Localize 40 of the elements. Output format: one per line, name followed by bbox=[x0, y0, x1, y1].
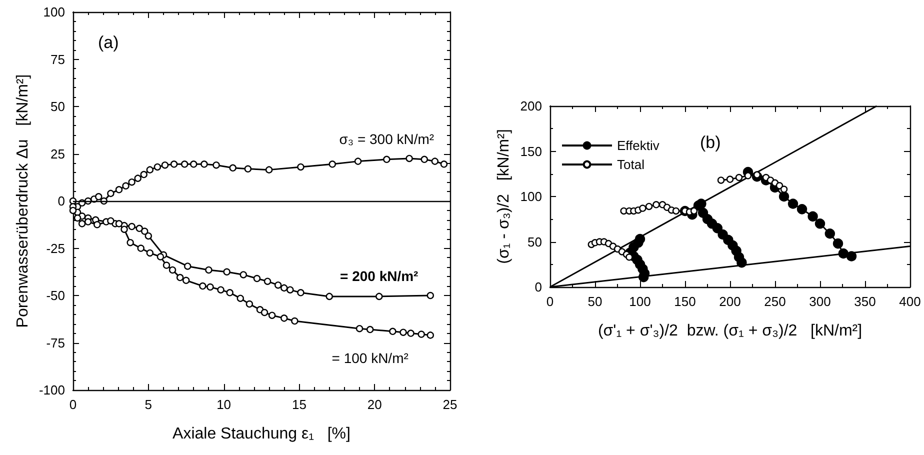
y-axis-title: (σ₁ - σ₃)/2 [kN/m²] bbox=[496, 129, 512, 264]
y-tick-label: -25 bbox=[46, 240, 65, 256]
y-tick-label: 50 bbox=[50, 99, 65, 114]
x-tick-label: 50 bbox=[588, 294, 602, 309]
y-tick-label: 100 bbox=[43, 4, 65, 20]
x-tick-label: 15 bbox=[292, 397, 306, 412]
x-tick-label: 100 bbox=[629, 294, 651, 309]
x-tick-label: 20 bbox=[367, 397, 382, 412]
x-axis-title: (σ'₁ + σ'₃)/2 bzw. (σ₁ + σ₃)/2 [kN/m²] bbox=[598, 322, 862, 340]
y-tick-label: -100 bbox=[38, 382, 65, 398]
x-tick-label: 250 bbox=[764, 294, 786, 309]
y-tick-label: 200 bbox=[520, 98, 542, 114]
y-tick-label: 150 bbox=[520, 144, 542, 159]
y-tick-label: 100 bbox=[520, 189, 542, 204]
x-axis-title: Axiale Stauchung ε₁ [%] bbox=[172, 426, 350, 442]
x-tick-label: 350 bbox=[854, 294, 876, 309]
x-tick-label: 300 bbox=[809, 294, 831, 309]
y-tick-label: 25 bbox=[50, 146, 65, 162]
x-tick-label: 5 bbox=[144, 397, 152, 412]
x-tick-label: 150 bbox=[674, 294, 696, 309]
y-tick-label: -75 bbox=[46, 335, 65, 350]
legend-label: σ₃ = 300 kN/m² bbox=[339, 130, 434, 147]
legend-label: Effektiv bbox=[617, 138, 660, 153]
y-tick-label: 50 bbox=[528, 234, 542, 250]
y-axis-title: Porenwasserüberdruck Δu [kN/m²] bbox=[14, 74, 32, 328]
x-tick-label: 0 bbox=[69, 397, 77, 412]
x-tick-label: 0 bbox=[546, 294, 554, 309]
annotation: (a) bbox=[98, 33, 119, 52]
y-tick-label: 75 bbox=[50, 52, 65, 67]
y-tick-label: 0 bbox=[534, 280, 542, 294]
x-tick-label: 400 bbox=[899, 294, 921, 309]
x-tick-label: 200 bbox=[719, 294, 741, 309]
annotation: (b) bbox=[700, 133, 721, 152]
legend-label: Total bbox=[617, 157, 645, 172]
legend-label: = 200 kN/m² bbox=[340, 268, 419, 284]
y-tick-label: -50 bbox=[46, 288, 65, 303]
y-tick-label: 0 bbox=[58, 194, 65, 208]
x-tick-label: 25 bbox=[442, 397, 458, 412]
x-tick-label: 10 bbox=[216, 397, 232, 412]
series-label: = 100 kN/m² bbox=[332, 350, 409, 366]
